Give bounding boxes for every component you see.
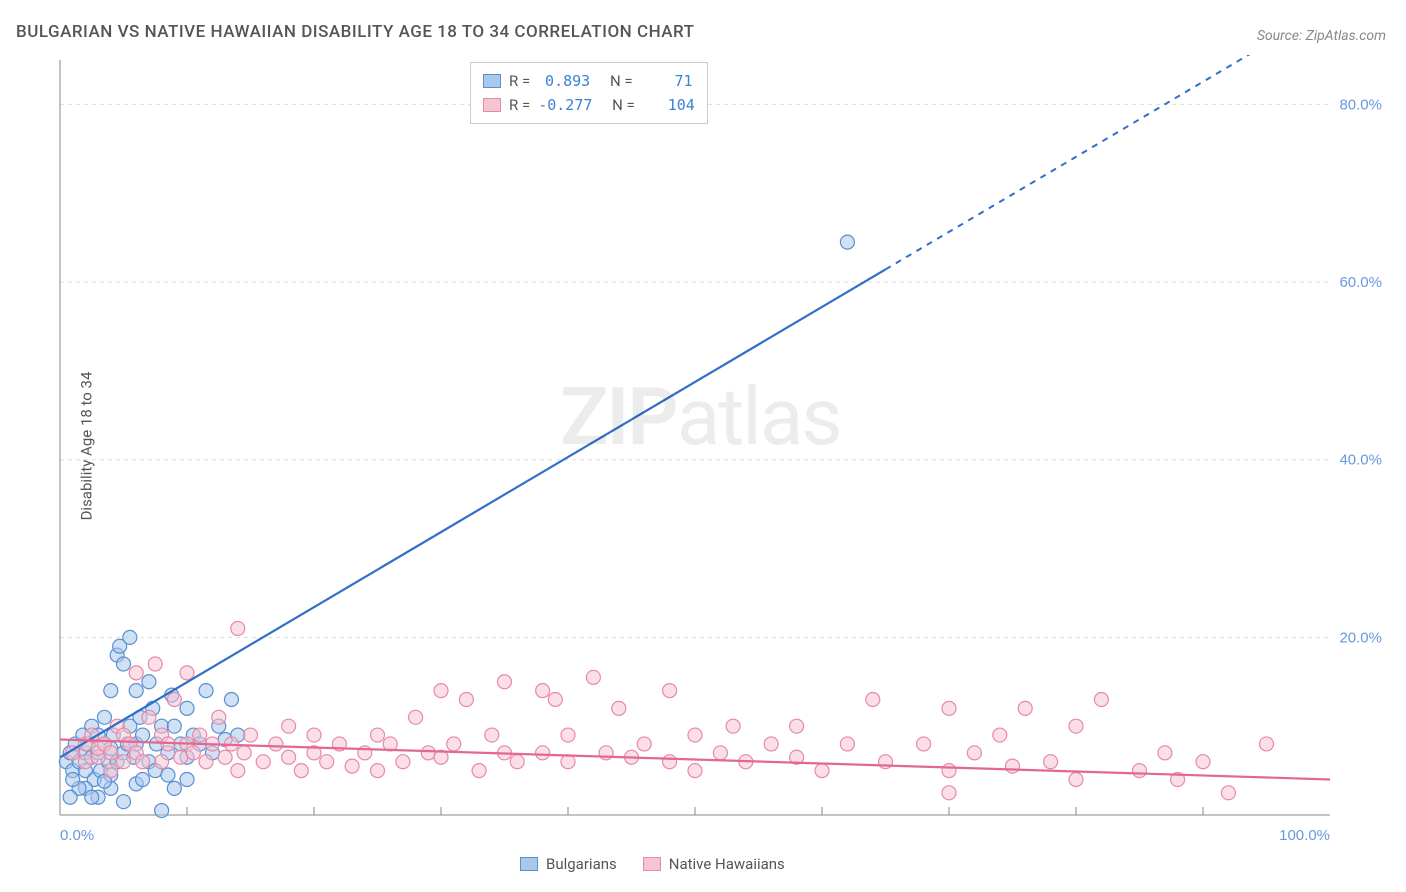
- svg-text:60.0%: 60.0%: [1339, 274, 1382, 291]
- source-attribution: Source: ZipAtlas.com: [1257, 28, 1386, 44]
- n-label: N =: [612, 93, 635, 117]
- chart-plot-area: 20.0% 40.0% 60.0% 80.0% 0.0% 100.0%: [50, 55, 1390, 855]
- svg-text:40.0%: 40.0%: [1339, 452, 1382, 469]
- swatch-hawaiians: [483, 98, 501, 112]
- correlation-stats-box: R = 0.893 N = 71 R = -0.277 N = 104: [470, 62, 708, 124]
- svg-text:20.0%: 20.0%: [1339, 629, 1382, 646]
- bottom-legend: Bulgarians Native Hawaiians: [520, 855, 785, 873]
- source-name: ZipAtlas.com: [1306, 28, 1386, 44]
- legend-item-bulgarians: Bulgarians: [520, 855, 617, 873]
- legend-item-hawaiians: Native Hawaiians: [643, 855, 785, 873]
- svg-text:100.0%: 100.0%: [1279, 827, 1330, 844]
- r-label: R =: [509, 69, 530, 93]
- stats-row-hawaiians: R = -0.277 N = 104: [483, 93, 695, 117]
- chart-svg: 20.0% 40.0% 60.0% 80.0% 0.0% 100.0%: [50, 55, 1390, 855]
- svg-text:80.0%: 80.0%: [1339, 96, 1382, 113]
- n-label: N =: [610, 69, 633, 93]
- r-value-hawaiians: -0.277: [538, 93, 592, 117]
- source-label: Source:: [1257, 28, 1306, 44]
- legend-label-hawaiians: Native Hawaiians: [669, 855, 785, 873]
- svg-text:0.0%: 0.0%: [60, 827, 94, 844]
- n-value-hawaiians: 104: [643, 93, 695, 117]
- legend-swatch-hawaiians: [643, 857, 661, 871]
- swatch-bulgarians: [483, 74, 501, 88]
- stats-row-bulgarians: R = 0.893 N = 71: [483, 69, 695, 93]
- legend-label-bulgarians: Bulgarians: [546, 855, 617, 873]
- r-value-bulgarians: 0.893: [538, 69, 590, 93]
- r-label: R =: [509, 93, 530, 117]
- n-value-bulgarians: 71: [641, 69, 693, 93]
- chart-title: BULGARIAN VS NATIVE HAWAIIAN DISABILITY …: [16, 22, 695, 42]
- legend-swatch-bulgarians: [520, 857, 538, 871]
